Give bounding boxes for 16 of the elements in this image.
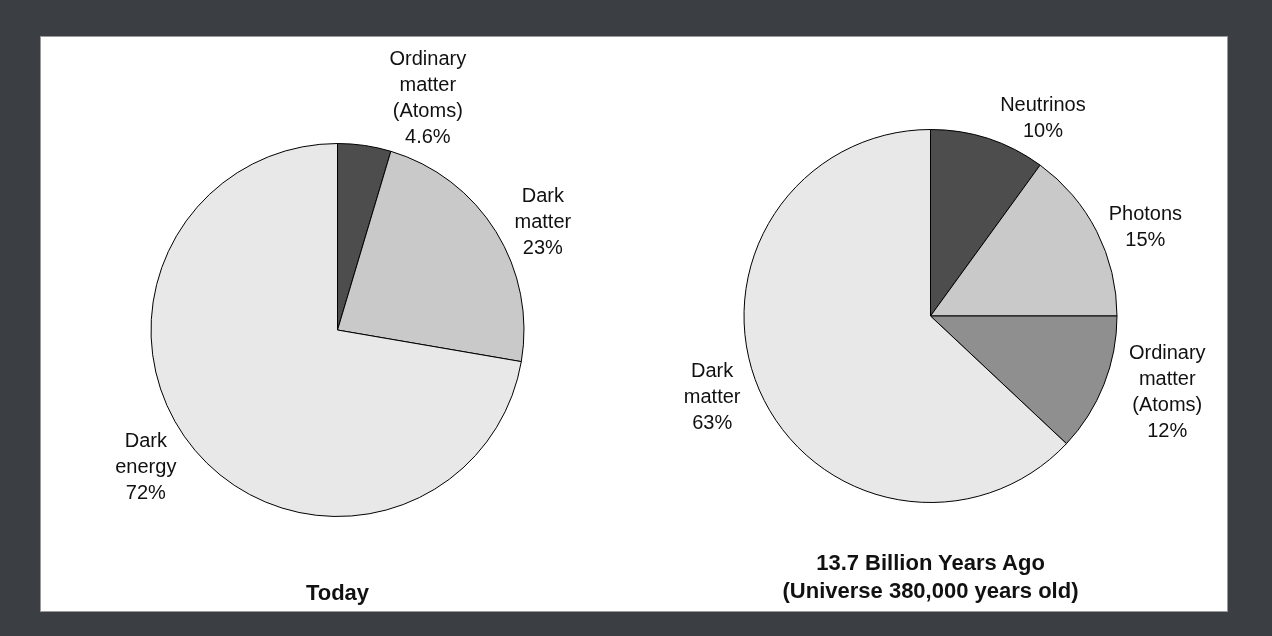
slice-label: Ordinary matter (Atoms) [389,46,467,121]
data-label: 12% [1147,419,1188,442]
slice-label: Dark matter [514,184,572,233]
data-label: 10% [1022,118,1064,141]
data-label: 15% [1125,228,1166,251]
slice-label: Ordinary matter (Atoms) [1128,341,1206,416]
slice-label: Dark matter [683,358,741,407]
slice-label: Dark energy [115,428,177,477]
data-label: 4.6% [405,124,451,147]
slice-label: Photons [1108,202,1183,225]
slice-label: Neutrinos [1000,92,1086,115]
data-label: 23% [522,236,564,259]
data-label: 72% [125,480,167,503]
text: Today [305,579,370,605]
data-label: 63% [692,410,733,433]
text: 13.7 Billion Years Ago (Universe 380,000 years old) [782,549,1079,604]
